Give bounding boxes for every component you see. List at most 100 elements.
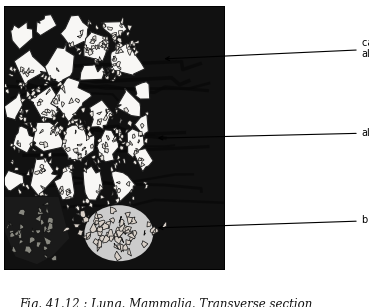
Polygon shape xyxy=(106,43,109,49)
Polygon shape xyxy=(118,49,124,53)
Polygon shape xyxy=(79,64,105,80)
Polygon shape xyxy=(42,169,46,171)
Polygon shape xyxy=(18,188,21,194)
Polygon shape xyxy=(117,70,120,75)
Polygon shape xyxy=(44,142,48,148)
Polygon shape xyxy=(88,49,93,56)
Polygon shape xyxy=(141,162,145,167)
Polygon shape xyxy=(41,199,44,204)
Polygon shape xyxy=(44,255,48,259)
Polygon shape xyxy=(132,196,134,200)
Polygon shape xyxy=(116,61,120,67)
Polygon shape xyxy=(18,82,23,85)
Polygon shape xyxy=(47,76,51,82)
Polygon shape xyxy=(42,202,49,205)
Polygon shape xyxy=(23,117,26,122)
Polygon shape xyxy=(78,154,81,159)
Polygon shape xyxy=(99,41,103,48)
Polygon shape xyxy=(116,227,123,238)
Polygon shape xyxy=(27,95,31,99)
Polygon shape xyxy=(97,130,118,162)
Polygon shape xyxy=(101,23,106,26)
Polygon shape xyxy=(41,185,46,189)
Polygon shape xyxy=(20,82,25,87)
Polygon shape xyxy=(97,120,101,124)
Polygon shape xyxy=(130,41,134,45)
Polygon shape xyxy=(73,224,81,228)
Polygon shape xyxy=(46,89,50,95)
Polygon shape xyxy=(8,222,13,227)
Polygon shape xyxy=(113,185,117,190)
Polygon shape xyxy=(103,235,110,243)
Polygon shape xyxy=(87,47,91,52)
Polygon shape xyxy=(40,220,44,226)
Polygon shape xyxy=(61,84,64,90)
Polygon shape xyxy=(62,140,66,144)
Polygon shape xyxy=(18,148,20,153)
Polygon shape xyxy=(13,67,17,73)
Polygon shape xyxy=(63,227,70,232)
Polygon shape xyxy=(37,210,44,215)
Polygon shape xyxy=(17,143,21,147)
Polygon shape xyxy=(41,197,47,202)
Polygon shape xyxy=(114,39,116,46)
Polygon shape xyxy=(107,27,113,30)
Polygon shape xyxy=(132,47,136,51)
Polygon shape xyxy=(78,126,84,130)
Polygon shape xyxy=(150,227,155,233)
Polygon shape xyxy=(91,45,96,50)
Polygon shape xyxy=(130,231,134,241)
Polygon shape xyxy=(54,166,75,200)
Polygon shape xyxy=(39,142,45,145)
Polygon shape xyxy=(144,231,145,235)
Polygon shape xyxy=(47,199,49,204)
Polygon shape xyxy=(37,101,41,106)
Polygon shape xyxy=(29,237,35,244)
Polygon shape xyxy=(115,198,120,204)
Text: Fig. 41.12 : Lung. Mammalia. Transverse section: Fig. 41.12 : Lung. Mammalia. Transverse … xyxy=(19,298,313,307)
Polygon shape xyxy=(98,119,102,122)
Polygon shape xyxy=(20,224,24,230)
Polygon shape xyxy=(35,230,41,234)
Polygon shape xyxy=(74,46,77,50)
Polygon shape xyxy=(80,211,86,218)
Polygon shape xyxy=(117,70,122,77)
Polygon shape xyxy=(77,47,81,52)
Polygon shape xyxy=(125,130,128,133)
Polygon shape xyxy=(93,36,96,41)
Polygon shape xyxy=(84,167,86,173)
Polygon shape xyxy=(135,40,139,44)
Polygon shape xyxy=(106,142,108,147)
Polygon shape xyxy=(14,167,18,170)
Polygon shape xyxy=(70,165,74,169)
Polygon shape xyxy=(145,184,148,189)
Polygon shape xyxy=(17,141,18,144)
Polygon shape xyxy=(31,88,35,91)
Polygon shape xyxy=(69,98,73,104)
Polygon shape xyxy=(96,227,101,231)
Polygon shape xyxy=(162,222,167,227)
Polygon shape xyxy=(29,199,32,204)
Polygon shape xyxy=(39,129,43,134)
Polygon shape xyxy=(31,168,33,173)
Ellipse shape xyxy=(83,204,154,262)
Polygon shape xyxy=(114,243,119,249)
Polygon shape xyxy=(107,232,113,238)
Polygon shape xyxy=(97,228,102,235)
Polygon shape xyxy=(62,125,95,160)
Polygon shape xyxy=(51,79,56,81)
Polygon shape xyxy=(10,143,13,147)
Polygon shape xyxy=(39,74,42,79)
Polygon shape xyxy=(114,231,121,239)
Polygon shape xyxy=(97,158,100,163)
Polygon shape xyxy=(33,95,37,98)
Polygon shape xyxy=(62,113,65,118)
Polygon shape xyxy=(113,128,117,131)
Polygon shape xyxy=(45,43,74,84)
Polygon shape xyxy=(107,68,109,72)
Polygon shape xyxy=(33,127,37,133)
Polygon shape xyxy=(97,227,103,232)
Polygon shape xyxy=(106,109,107,114)
Polygon shape xyxy=(106,36,108,41)
Polygon shape xyxy=(22,70,25,74)
